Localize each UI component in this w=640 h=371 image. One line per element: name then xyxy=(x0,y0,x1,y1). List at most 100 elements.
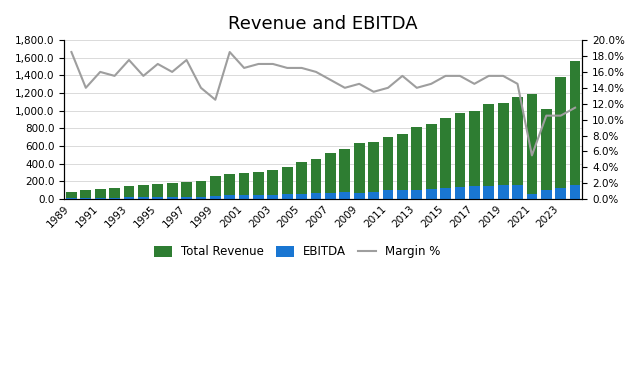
Bar xyxy=(412,127,422,199)
Bar xyxy=(296,194,307,199)
Margin % xyxy=(326,78,334,82)
Bar xyxy=(239,195,250,199)
Bar xyxy=(498,185,509,199)
Margin % xyxy=(442,74,449,78)
Margin % xyxy=(384,86,392,90)
Bar xyxy=(268,170,278,199)
Margin % xyxy=(470,82,478,86)
Margin % xyxy=(528,153,536,158)
Margin % xyxy=(255,62,262,66)
Margin % xyxy=(543,114,550,118)
Margin % xyxy=(182,58,190,62)
Margin % xyxy=(485,74,493,78)
Bar xyxy=(109,188,120,199)
Margin % xyxy=(413,86,420,90)
Bar xyxy=(397,134,408,199)
Bar xyxy=(239,173,250,199)
Bar xyxy=(210,196,221,199)
Bar xyxy=(397,190,408,199)
Bar xyxy=(109,198,120,199)
Bar xyxy=(310,160,321,199)
Bar xyxy=(412,190,422,199)
Bar xyxy=(440,188,451,199)
Bar xyxy=(95,189,106,199)
Bar xyxy=(210,176,221,199)
Bar xyxy=(483,104,494,199)
Margin % xyxy=(240,66,248,70)
Margin % xyxy=(111,74,118,78)
Bar xyxy=(224,195,235,199)
Bar xyxy=(354,143,365,199)
Bar xyxy=(167,197,177,199)
Bar xyxy=(167,183,177,199)
Bar xyxy=(570,61,580,199)
Margin % xyxy=(572,105,579,110)
Margin % xyxy=(197,86,205,90)
Bar xyxy=(339,193,350,199)
Bar xyxy=(440,118,451,199)
Bar xyxy=(426,189,436,199)
Bar xyxy=(152,197,163,199)
Margin % xyxy=(68,50,76,54)
Bar xyxy=(570,185,580,199)
Bar xyxy=(483,186,494,199)
Bar xyxy=(383,190,394,199)
Margin % xyxy=(370,89,378,94)
Margin % xyxy=(399,74,406,78)
Bar xyxy=(138,185,148,199)
Bar xyxy=(454,112,465,199)
Margin % xyxy=(341,86,349,90)
Bar xyxy=(124,197,134,199)
Line: Margin %: Margin % xyxy=(72,52,575,155)
Bar xyxy=(527,194,538,199)
Bar xyxy=(512,185,523,199)
Bar xyxy=(368,142,379,199)
Bar xyxy=(66,191,77,199)
Bar xyxy=(354,193,365,199)
Bar xyxy=(152,184,163,199)
Bar xyxy=(253,172,264,199)
Bar xyxy=(325,193,336,199)
Bar xyxy=(253,195,264,199)
Bar xyxy=(454,187,465,199)
Legend: Total Revenue, EBITDA, Margin %: Total Revenue, EBITDA, Margin % xyxy=(150,241,445,263)
Margin % xyxy=(298,66,305,70)
Bar xyxy=(368,192,379,199)
Margin % xyxy=(428,82,435,86)
Bar xyxy=(556,188,566,199)
Bar xyxy=(498,103,509,199)
Bar xyxy=(124,186,134,199)
Margin % xyxy=(140,74,147,78)
Margin % xyxy=(456,74,464,78)
Bar xyxy=(196,197,206,199)
Margin % xyxy=(355,82,363,86)
Margin % xyxy=(514,82,522,86)
Bar xyxy=(556,77,566,199)
Bar xyxy=(426,124,436,199)
Bar xyxy=(527,93,538,199)
Bar xyxy=(95,198,106,199)
Bar xyxy=(541,109,552,199)
Bar xyxy=(325,153,336,199)
Margin % xyxy=(82,86,90,90)
Bar xyxy=(224,174,235,199)
Title: Revenue and EBITDA: Revenue and EBITDA xyxy=(228,15,418,33)
Bar xyxy=(296,162,307,199)
Margin % xyxy=(284,66,291,70)
Bar xyxy=(469,111,480,199)
Margin % xyxy=(557,114,564,118)
Margin % xyxy=(226,50,234,54)
Bar xyxy=(282,167,292,199)
Margin % xyxy=(269,62,276,66)
Bar xyxy=(541,190,552,199)
Bar xyxy=(181,182,192,199)
Bar xyxy=(81,190,92,199)
Bar xyxy=(181,197,192,199)
Margin % xyxy=(312,70,320,74)
Bar xyxy=(138,197,148,199)
Bar xyxy=(268,195,278,199)
Margin % xyxy=(168,70,176,74)
Bar xyxy=(66,198,77,199)
Margin % xyxy=(211,98,219,102)
Bar xyxy=(81,198,92,199)
